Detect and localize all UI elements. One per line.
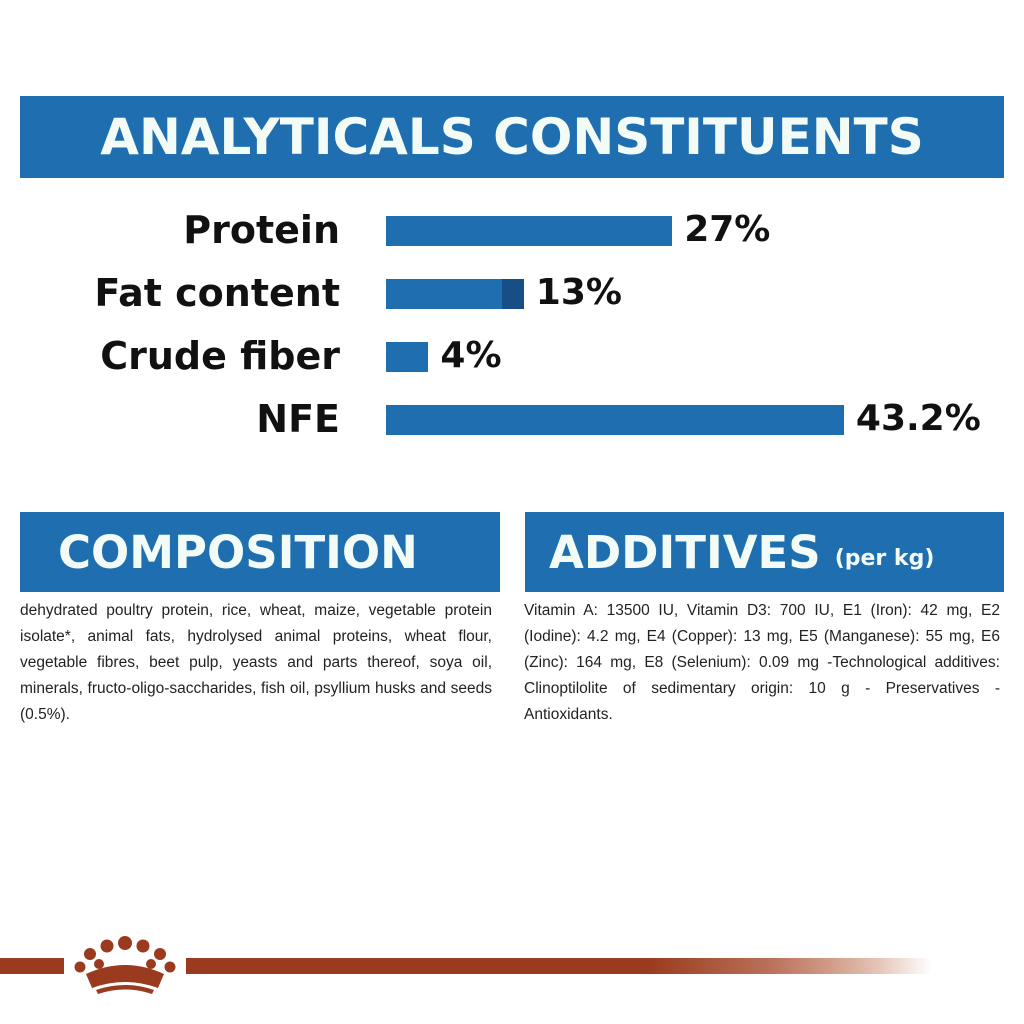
composition-text: dehydrated poultry protein, rice, wheat,… [20, 602, 492, 723]
additives-title: ADDITIVES [549, 525, 821, 579]
chart-row: NFE 43.2% [0, 389, 1024, 449]
bar [386, 216, 673, 246]
bar [386, 342, 429, 372]
royal-crown-logo-icon [74, 936, 176, 994]
chart-row: Crude fiber 4% [0, 326, 1024, 386]
bar [386, 405, 844, 435]
additives-unit: (per kg) [834, 545, 935, 571]
bar-value-label: 27% [684, 209, 771, 250]
bar [386, 279, 524, 309]
analyticals-bar-chart: Protein 27% Fat content 13% Crude fiber 4% NFE… [0, 200, 1024, 460]
chart-row: Fat content 13% [0, 263, 1024, 323]
analyticals-constituents-header: ANALYTICALS CONSTITUENTS [20, 96, 1004, 178]
bar-label: NFE [256, 397, 340, 441]
bar-value-label: 13% [535, 272, 622, 313]
composition-header: COMPOSITION [20, 512, 500, 592]
analyticals-title: ANALYTICALS CONSTITUENTS [100, 108, 924, 166]
composition-title: COMPOSITION [58, 525, 418, 579]
additives-text: Vitamin A: 13500 IU, Vitamin D3: 700 IU,… [524, 602, 1000, 723]
bar-shade [501, 279, 524, 309]
footer-band-left [0, 958, 64, 974]
bar-value-label: 4% [440, 335, 502, 376]
bar-label: Crude fiber [100, 334, 340, 378]
bar-label: Protein [183, 208, 340, 252]
footer-band-right [186, 958, 932, 974]
additives-header: ADDITIVES (per kg) [525, 512, 1004, 592]
bar-label: Fat content [94, 271, 340, 315]
bar-value-label: 43.2% [855, 398, 981, 439]
chart-row: Protein 27% [0, 200, 1024, 260]
